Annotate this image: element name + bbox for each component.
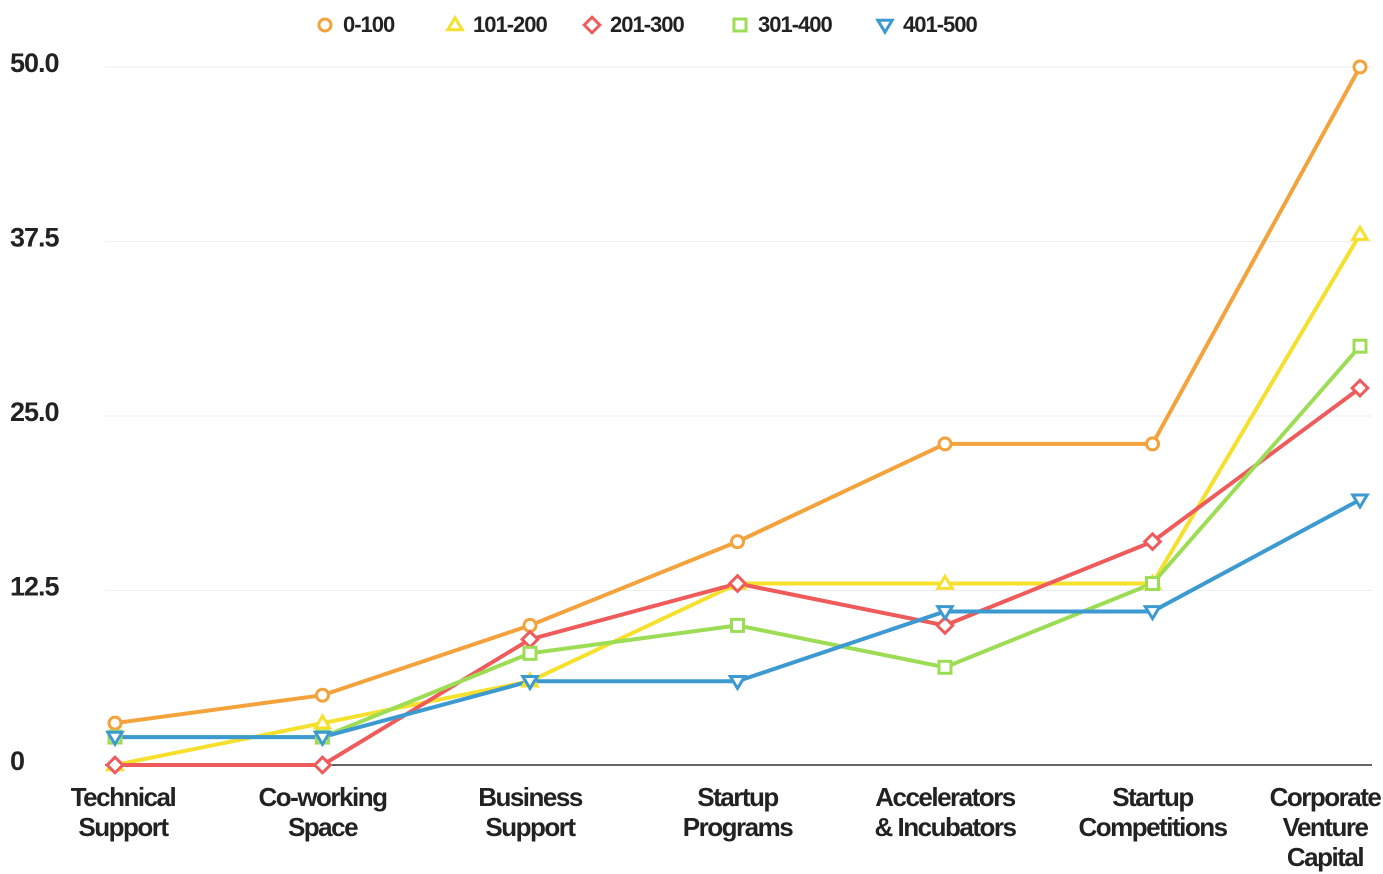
marker xyxy=(522,645,538,661)
legend-marker xyxy=(582,15,602,35)
x-tick-label: Accelerators & Incubators xyxy=(874,782,1017,842)
legend-label: 0-100 xyxy=(343,12,395,37)
legend-marker xyxy=(445,14,465,32)
x-tick-label: Startup Programs xyxy=(682,782,794,842)
marker xyxy=(1145,436,1160,452)
legend-marker xyxy=(317,17,333,33)
marker xyxy=(1350,493,1370,510)
marker xyxy=(105,755,125,775)
x-tick-label: Corporate Venture Capital xyxy=(1269,782,1382,872)
marker xyxy=(730,617,745,633)
y-tick-label: 50.0 xyxy=(10,48,59,78)
marker xyxy=(727,674,748,692)
marker xyxy=(935,615,955,636)
y-tick-label: 0 xyxy=(10,746,24,776)
marker xyxy=(1352,338,1368,354)
x-tick-label: Technical Support xyxy=(70,782,177,842)
legend-marker xyxy=(732,17,748,33)
marker xyxy=(730,534,745,550)
marker xyxy=(520,674,540,692)
legend-label: 201-300 xyxy=(610,12,685,37)
x-tick-label: Business Support xyxy=(478,782,583,842)
marker xyxy=(1142,605,1163,622)
marker xyxy=(727,573,748,594)
marker xyxy=(937,436,953,452)
marker xyxy=(312,713,333,730)
y-tick-label: 12.5 xyxy=(10,572,60,602)
marker xyxy=(315,687,330,703)
legend-label: 301-400 xyxy=(758,12,833,37)
marker xyxy=(1142,531,1163,552)
x-tick-label: Startup Competitions xyxy=(1078,782,1228,842)
x-tick-label: Co-working Space xyxy=(258,782,389,842)
marker xyxy=(1350,378,1370,399)
marker xyxy=(312,755,333,775)
legend-marker xyxy=(875,18,895,36)
legend-label: 101-200 xyxy=(473,12,548,37)
marker xyxy=(1350,224,1370,241)
marker xyxy=(1352,59,1368,75)
marker xyxy=(935,573,955,590)
marker xyxy=(312,730,333,748)
marker xyxy=(1145,576,1160,592)
y-tick-label: 25.0 xyxy=(10,397,59,427)
legend-label: 401-500 xyxy=(903,12,978,37)
y-tick-label: 37.5 xyxy=(10,223,60,253)
marker xyxy=(105,730,125,748)
marker xyxy=(107,715,123,731)
marker xyxy=(937,659,953,675)
marker xyxy=(935,605,955,622)
